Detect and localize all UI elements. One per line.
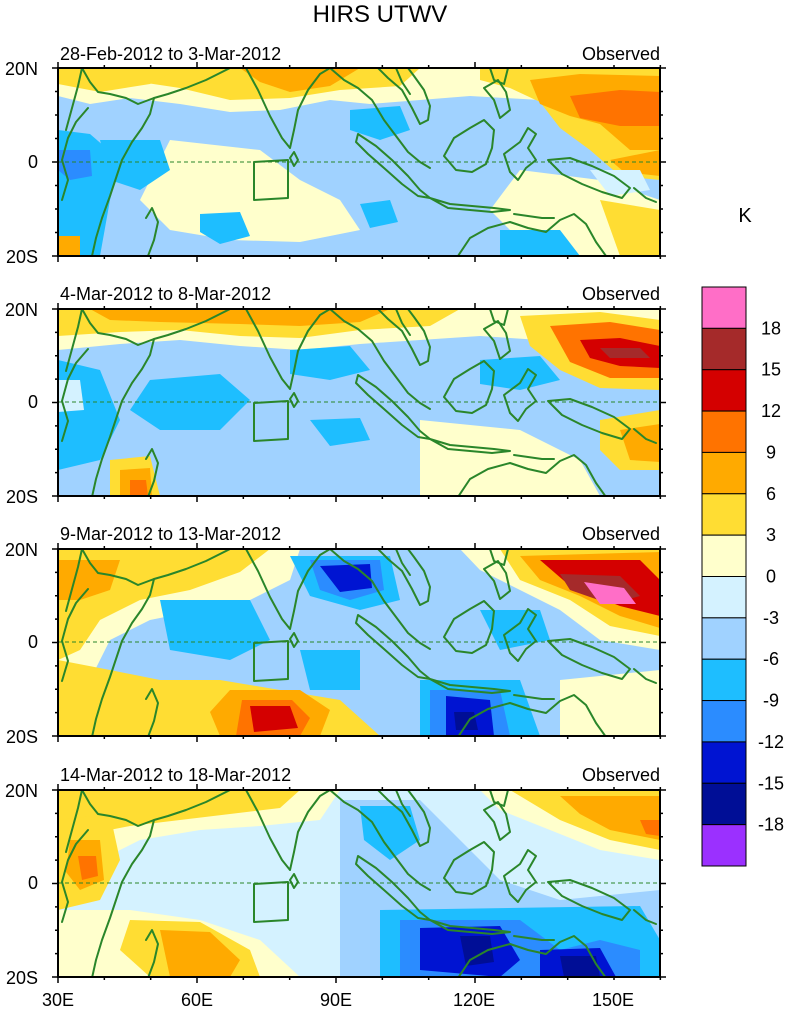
lon-labels: 30E 60E 90E 120E 150E [42,990,634,1010]
panel-4-date-range: 14-Mar-2012 to 18-Mar-2012 [60,765,291,785]
lat-label-20n-p2: 20N [5,300,38,320]
colorbar-tick-label: 6 [766,484,776,504]
lat-label-eq-p3: 0 [28,632,38,652]
colorbar-labels: 18 15 12 9 6 3 0 -3 -6 -9 -12 -15 -18 [758,318,784,834]
lat-label-20n-p1: 20N [5,59,38,79]
panel-2-date-range: 4-Mar-2012 to 8-Mar-2012 [60,284,271,304]
panel-2-map [58,309,660,496]
colorbar-tick-label: 0 [766,567,776,587]
lat-label-eq-p1: 0 [28,152,38,172]
colorbar-swatch [701,782,747,826]
colorbar-units: K [738,205,752,227]
panel-1-label: Observed [582,44,660,64]
axis-ticks [52,62,666,983]
lat-label-20s-p4: 20S [6,968,38,988]
panel-3-label: Observed [582,524,660,544]
colorbar-swatch [701,369,747,412]
colorbar-swatch [701,410,747,453]
figure-title: HIRS UTWV [313,1,448,28]
lat-label-eq-p2: 0 [28,392,38,412]
colorbar-swatch [701,451,747,495]
lat-labels: 20N 0 20S 20N 0 20S 20N 0 20S 20N 0 20S [5,59,38,988]
lat-label-eq-p4: 0 [28,873,38,893]
lat-label-20s-p2: 20S [6,487,38,507]
colorbar-tick-label: -3 [763,608,779,628]
lat-label-20n-p3: 20N [5,540,38,560]
colorbar-tick-label: -9 [763,691,779,711]
panel-3-map [58,549,660,736]
lon-label-60e: 60E [181,990,213,1010]
colorbar-tick-label: 18 [761,318,781,338]
colorbar-tick-label: -15 [758,773,784,793]
colorbar-swatch [701,658,747,702]
lon-label-120e: 120E [453,990,495,1010]
colorbar-swatch [701,534,747,578]
colorbar-swatch [701,700,747,743]
lat-label-20s-p1: 20S [6,247,38,267]
panel-3 [57,548,661,737]
panel-1-date-range: 28-Feb-2012 to 3-Mar-2012 [60,44,281,64]
lat-label-20s-p3: 20S [6,727,38,747]
colorbar-swatch [701,617,747,660]
panel-3-date-range: 9-Mar-2012 to 13-Mar-2012 [60,524,281,544]
colorbar-tick-label: 3 [766,525,776,545]
panel-4-label: Observed [582,765,660,785]
colorbar-tick-label: -12 [758,732,784,752]
colorbar-swatch [701,824,747,867]
colorbar-tick-label: 12 [761,401,781,421]
colorbar [701,286,747,867]
lon-label-90e: 90E [320,990,352,1010]
panel-4 [57,789,661,978]
colorbar-swatch [701,327,747,371]
colorbar-tick-label: -18 [758,815,784,835]
colorbar-swatch [701,286,747,329]
colorbar-tick-label: -6 [763,649,779,669]
colorbar-tick-label: 9 [766,442,776,462]
colorbar-swatch [701,741,747,784]
panel-1 [57,67,661,257]
lon-label-30e: 30E [42,990,74,1010]
colorbar-swatch [701,493,747,536]
panel-2-label: Observed [582,284,660,304]
colorbar-tick-label: 15 [761,360,781,380]
panel-2 [57,308,661,497]
panel-4-map [58,790,660,977]
lat-label-20n-p4: 20N [5,781,38,801]
lon-label-150e: 150E [592,990,634,1010]
panel-1-map [58,68,660,256]
colorbar-swatch [701,576,747,619]
